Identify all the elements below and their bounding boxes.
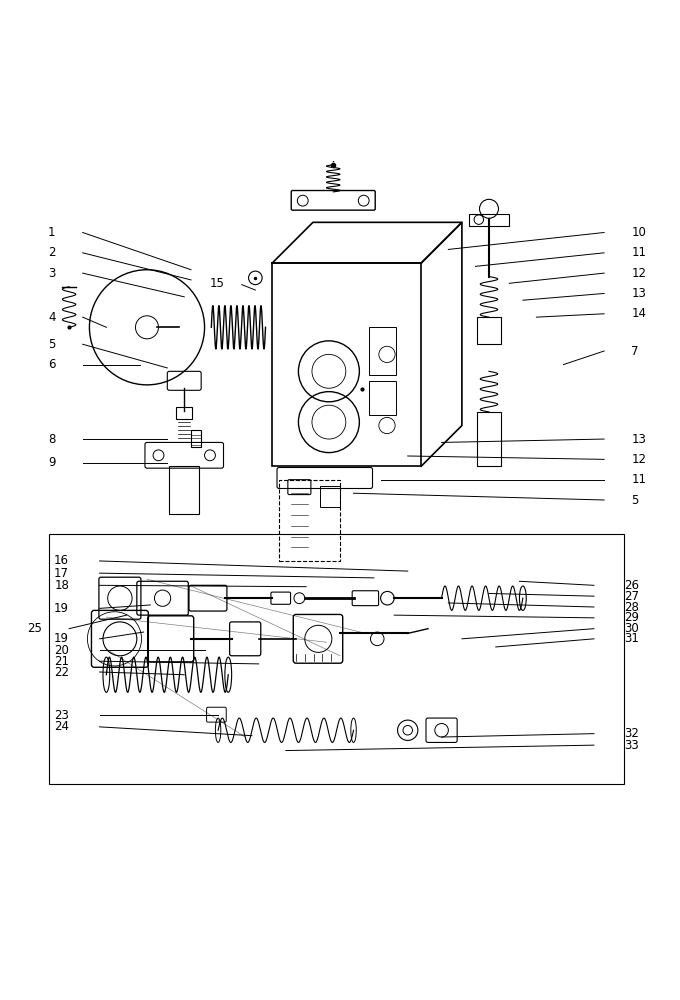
Text: 9: 9 [48,456,56,469]
Text: 17: 17 [54,567,69,580]
Bar [320,486,340,507]
Bar [49,534,624,784]
Bar [469,214,509,226]
Text: 18: 18 [54,579,69,592]
Bar [169,466,199,514]
Text: 19: 19 [54,602,69,615]
Text: 27: 27 [624,590,639,603]
Text: 12: 12 [631,267,646,280]
Bar [279,480,340,561]
Text: 14: 14 [631,307,646,320]
Text: 11: 11 [631,246,646,259]
Text: 13: 13 [631,433,646,446]
Bar [369,327,396,375]
Bar [477,412,501,466]
Text: 25: 25 [27,622,42,635]
Bar [176,407,192,419]
Text: 6: 6 [48,358,56,371]
Text: 20: 20 [54,644,69,657]
Text: 28: 28 [624,601,639,614]
Text: 22: 22 [54,666,69,679]
Text: 24: 24 [54,720,69,733]
Text: 31: 31 [624,632,639,645]
Text: 26: 26 [624,579,639,592]
Text: 8: 8 [48,433,56,446]
Text: 16: 16 [54,554,69,567]
Bar [477,317,501,344]
Text: 1: 1 [48,226,56,239]
Text: 30: 30 [624,622,639,635]
Text: 15: 15 [210,277,225,290]
Text: 10: 10 [631,226,646,239]
Text: 33: 33 [624,739,639,752]
Text: 4: 4 [48,311,56,324]
Bar [272,263,422,466]
Text: 21: 21 [54,655,69,668]
Bar [369,381,396,415]
Bar [191,430,201,447]
Text: 7: 7 [631,345,639,358]
Text: 5: 5 [48,338,56,351]
Text: 12: 12 [631,453,646,466]
Text: 23: 23 [54,709,69,722]
Text: 3: 3 [48,267,56,280]
Text: 2: 2 [48,246,56,259]
Circle shape [329,147,337,155]
Text: 32: 32 [624,727,639,740]
Text: 11: 11 [631,473,646,486]
Text: 29: 29 [624,611,639,624]
Text: 5: 5 [631,493,639,506]
Text: 13: 13 [631,287,646,300]
Text: 19: 19 [54,632,69,645]
